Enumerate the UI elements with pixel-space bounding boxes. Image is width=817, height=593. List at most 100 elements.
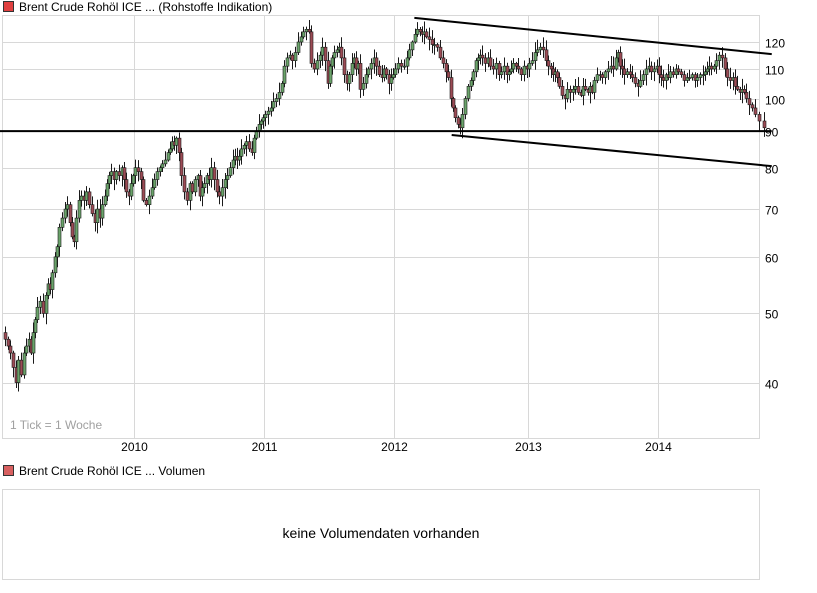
candle xyxy=(463,96,468,120)
candle xyxy=(257,114,262,138)
y-tick-label: 110 xyxy=(765,64,784,78)
candle xyxy=(24,338,29,357)
candle xyxy=(152,173,157,190)
candle xyxy=(451,96,456,112)
candle xyxy=(384,66,389,80)
candle xyxy=(105,179,110,201)
candle xyxy=(427,27,432,51)
x-tick-label: 2012 xyxy=(381,440,408,454)
candle xyxy=(342,49,347,83)
y-tick-label: 60 xyxy=(765,252,779,266)
candle xyxy=(533,42,538,70)
candle xyxy=(160,160,165,173)
candle xyxy=(471,69,476,86)
y-tick-label: 70 xyxy=(765,204,779,218)
candle xyxy=(405,50,410,74)
candle xyxy=(407,43,412,61)
candle xyxy=(714,53,719,74)
candle xyxy=(377,60,382,78)
candle xyxy=(474,58,479,78)
candle xyxy=(320,37,325,66)
candle xyxy=(460,108,465,139)
candle xyxy=(11,350,16,378)
candle xyxy=(185,187,190,206)
candle xyxy=(430,30,435,54)
candle xyxy=(309,25,314,68)
candle xyxy=(296,32,301,56)
candle xyxy=(753,99,758,118)
candle xyxy=(198,169,203,202)
candle xyxy=(179,147,184,186)
candle xyxy=(747,90,752,116)
candle xyxy=(491,58,496,75)
candle xyxy=(374,52,379,76)
candle xyxy=(762,112,767,137)
candle xyxy=(95,199,100,234)
candle xyxy=(350,53,355,82)
candle xyxy=(453,105,458,123)
candle xyxy=(595,67,600,84)
candle xyxy=(671,66,676,78)
candle xyxy=(709,62,714,76)
candle xyxy=(293,46,298,68)
volume-legend-swatch xyxy=(3,465,14,476)
candle xyxy=(609,55,614,74)
candle xyxy=(163,151,168,167)
candle xyxy=(611,56,616,77)
candle xyxy=(538,42,543,56)
candle xyxy=(494,57,499,79)
candle xyxy=(499,66,504,79)
candle xyxy=(530,52,535,66)
candle xyxy=(332,45,337,69)
y-tick-label: 120 xyxy=(765,37,785,51)
candle xyxy=(312,58,317,73)
candle xyxy=(8,340,13,360)
candle xyxy=(541,37,546,58)
candle xyxy=(565,82,570,103)
candle xyxy=(323,42,328,72)
candle xyxy=(285,52,290,73)
candle xyxy=(150,178,155,199)
candle xyxy=(449,69,454,107)
y-tick-label: 80 xyxy=(765,163,779,177)
x-tick-label: 2013 xyxy=(515,440,542,454)
candle xyxy=(304,26,309,41)
candle xyxy=(393,63,398,78)
candle xyxy=(535,39,540,57)
candle xyxy=(100,196,105,226)
candle xyxy=(690,72,695,81)
candle xyxy=(209,157,214,188)
candle xyxy=(144,198,149,207)
candle xyxy=(738,86,743,100)
candle xyxy=(441,50,446,69)
candle xyxy=(139,167,144,189)
candle xyxy=(701,65,706,86)
trendline-lower-channel xyxy=(451,133,772,168)
candle xyxy=(193,176,198,197)
volume-empty-message: keine Volumendaten vorhanden xyxy=(283,525,480,541)
candle xyxy=(614,49,619,71)
legend-color-swatch xyxy=(3,1,14,12)
candle xyxy=(661,69,666,88)
candle xyxy=(568,85,573,103)
candle xyxy=(274,93,279,108)
candle xyxy=(136,160,141,182)
candle xyxy=(16,355,21,392)
candle xyxy=(557,72,562,89)
candle xyxy=(38,295,43,314)
candle xyxy=(328,63,333,87)
candle xyxy=(497,60,502,81)
candle xyxy=(581,77,586,106)
grid xyxy=(2,15,759,438)
candle xyxy=(141,176,146,203)
candle xyxy=(733,69,738,95)
candle xyxy=(516,57,521,74)
plot-frame xyxy=(2,15,760,439)
candle xyxy=(720,47,725,68)
candle xyxy=(70,216,75,240)
interval-note: 1 Tick = 1 Woche xyxy=(10,418,102,432)
candle xyxy=(166,149,171,162)
candle xyxy=(544,40,549,67)
candle xyxy=(315,52,320,76)
candle xyxy=(60,212,65,232)
